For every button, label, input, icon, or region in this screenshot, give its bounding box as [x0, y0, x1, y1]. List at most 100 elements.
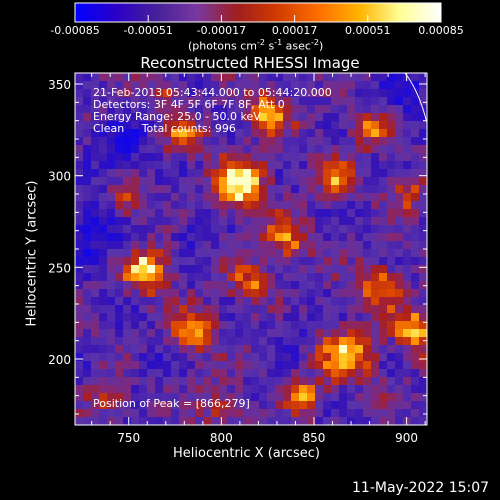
- heatmap-cell: [203, 361, 211, 369]
- heatmap-cell: [115, 225, 123, 233]
- heatmap-cell: [107, 393, 115, 401]
- heatmap-cell: [139, 385, 147, 393]
- heatmap-cell: [235, 241, 243, 249]
- heatmap-cell: [291, 209, 299, 217]
- heatmap-cell: [195, 185, 203, 193]
- heatmap-cell: [339, 297, 347, 305]
- heatmap-cell: [139, 217, 147, 225]
- heatmap-cell: [107, 185, 115, 193]
- heatmap-cell: [395, 305, 403, 313]
- heatmap-cell: [411, 401, 419, 409]
- heatmap-cell: [347, 105, 355, 113]
- heatmap-cell: [179, 153, 187, 161]
- heatmap-cell: [219, 257, 227, 265]
- heatmap-cell: [251, 121, 259, 129]
- heatmap-cell: [179, 305, 187, 313]
- heatmap-cell: [219, 161, 227, 169]
- heatmap-cell: [267, 161, 275, 169]
- heatmap-cell: [387, 345, 395, 353]
- heatmap-cell: [371, 169, 379, 177]
- heatmap-cell: [171, 305, 179, 313]
- heatmap-cell: [291, 297, 299, 305]
- heatmap-cell: [371, 113, 379, 121]
- heatmap-cell: [267, 345, 275, 353]
- heatmap-cell: [379, 329, 387, 337]
- heatmap-cell: [419, 313, 427, 321]
- heatmap-cell: [123, 193, 131, 201]
- heatmap-cell: [195, 225, 203, 233]
- heatmap-cell: [323, 121, 331, 129]
- heatmap-cell: [283, 73, 291, 81]
- heatmap-cell: [331, 265, 339, 273]
- heatmap-cell: [99, 161, 107, 169]
- heatmap-cell: [315, 417, 323, 425]
- heatmap-cell: [275, 217, 283, 225]
- heatmap-cell: [147, 225, 155, 233]
- heatmap-cell: [115, 201, 123, 209]
- heatmap-cell: [251, 113, 259, 121]
- heatmap-cell: [83, 161, 91, 169]
- heatmap-cell: [83, 201, 91, 209]
- heatmap-cell: [155, 257, 163, 265]
- heatmap-cell: [395, 249, 403, 257]
- heatmap-cell: [179, 241, 187, 249]
- heatmap-cell: [91, 169, 99, 177]
- heatmap-cell: [171, 161, 179, 169]
- heatmap-cell: [371, 137, 379, 145]
- heatmap-cell: [107, 217, 115, 225]
- heatmap-cell: [291, 377, 299, 385]
- heatmap-cell: [363, 209, 371, 217]
- heatmap-cell: [275, 233, 283, 241]
- heatmap-cell: [115, 137, 123, 145]
- heatmap-cell: [139, 281, 147, 289]
- heatmap-cell: [331, 289, 339, 297]
- heatmap-cell: [355, 177, 363, 185]
- heatmap-cell: [395, 417, 403, 425]
- heatmap-cell: [115, 161, 123, 169]
- heatmap-cell: [299, 129, 307, 137]
- heatmap-cell: [211, 105, 219, 113]
- heatmap-cell: [211, 153, 219, 161]
- heatmap-cell: [75, 401, 83, 409]
- heatmap-cell: [235, 177, 243, 185]
- heatmap-cell: [75, 281, 83, 289]
- y-axis-label: Heliocentric Y (arcsec): [24, 180, 40, 327]
- heatmap-cell: [131, 73, 139, 81]
- heatmap-cell: [211, 241, 219, 249]
- heatmap-cell: [411, 97, 419, 105]
- heatmap-cell: [291, 169, 299, 177]
- heatmap-cell: [171, 297, 179, 305]
- heatmap-cell: [371, 249, 379, 257]
- heatmap-cell: [131, 313, 139, 321]
- heatmap-cell: [107, 345, 115, 353]
- heatmap-cell: [243, 353, 251, 361]
- heatmap-cell: [227, 385, 235, 393]
- heatmap-cell: [307, 289, 315, 297]
- heatmap-cell: [363, 89, 371, 97]
- heatmap-cell: [299, 145, 307, 153]
- heatmap-cell: [259, 113, 267, 121]
- heatmap-cell: [371, 225, 379, 233]
- heatmap-cell: [139, 289, 147, 297]
- heatmap-cell: [363, 105, 371, 113]
- heatmap-cell: [187, 161, 195, 169]
- heatmap-cell: [283, 89, 291, 97]
- heatmap-cell: [403, 209, 411, 217]
- heatmap-cell: [411, 337, 419, 345]
- heatmap-cell: [379, 297, 387, 305]
- heatmap-cell: [395, 361, 403, 369]
- heatmap-cell: [283, 345, 291, 353]
- heatmap-cell: [307, 249, 315, 257]
- heatmap-cell: [387, 297, 395, 305]
- heatmap-cell: [155, 305, 163, 313]
- heatmap-cell: [323, 385, 331, 393]
- heatmap-cell: [363, 297, 371, 305]
- heatmap-cell: [283, 353, 291, 361]
- heatmap-cell: [179, 233, 187, 241]
- heatmap-cell: [283, 201, 291, 209]
- heatmap-cell: [339, 353, 347, 361]
- heatmap-cell: [323, 361, 331, 369]
- heatmap-cell: [219, 393, 227, 401]
- heatmap-cell: [315, 273, 323, 281]
- heatmap-cell: [355, 73, 363, 81]
